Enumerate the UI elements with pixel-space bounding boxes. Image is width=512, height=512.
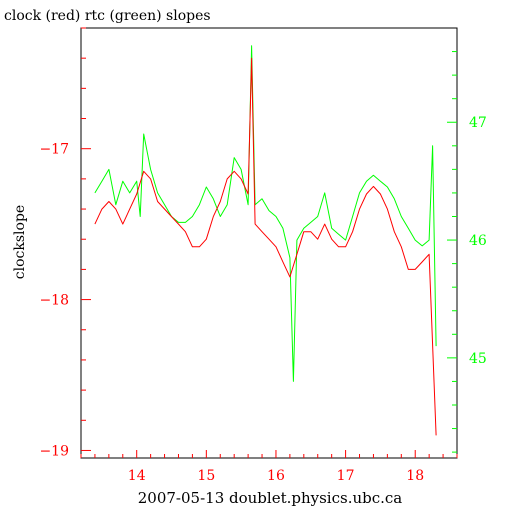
series-line-clock (94, 57, 437, 436)
x-tick-label: 16 (267, 468, 285, 484)
y-left-tick-label: −19 (39, 443, 69, 459)
y-left-axis-label-group: clockslope (12, 205, 28, 279)
y-right-tick-label: 46 (469, 233, 487, 249)
y-right-tick-label: 47 (469, 115, 487, 131)
x-tick-label: 15 (197, 468, 215, 484)
axes-layer: 14 15 16 17 18 −17 −18 −19 47 46 45 (39, 27, 487, 484)
y-left-tick-label: −17 (39, 142, 69, 158)
y-left-tick-label: −18 (39, 293, 69, 309)
x-tick-label: 17 (337, 468, 355, 484)
x-tick-label: 14 (128, 468, 146, 484)
x-axis-label: 2007-05-13 doublet.physics.ubc.ca (138, 489, 403, 507)
chart-title: clock (red) rtc (green) slopes (4, 8, 211, 24)
x-tick-label: 18 (406, 468, 424, 484)
y-left-axis-label: clockslope (12, 205, 28, 279)
plot-frame (80, 27, 458, 459)
y-right-tick-label: 45 (469, 351, 487, 367)
series-line-rtc (94, 45, 437, 382)
plot-layer (94, 45, 437, 436)
